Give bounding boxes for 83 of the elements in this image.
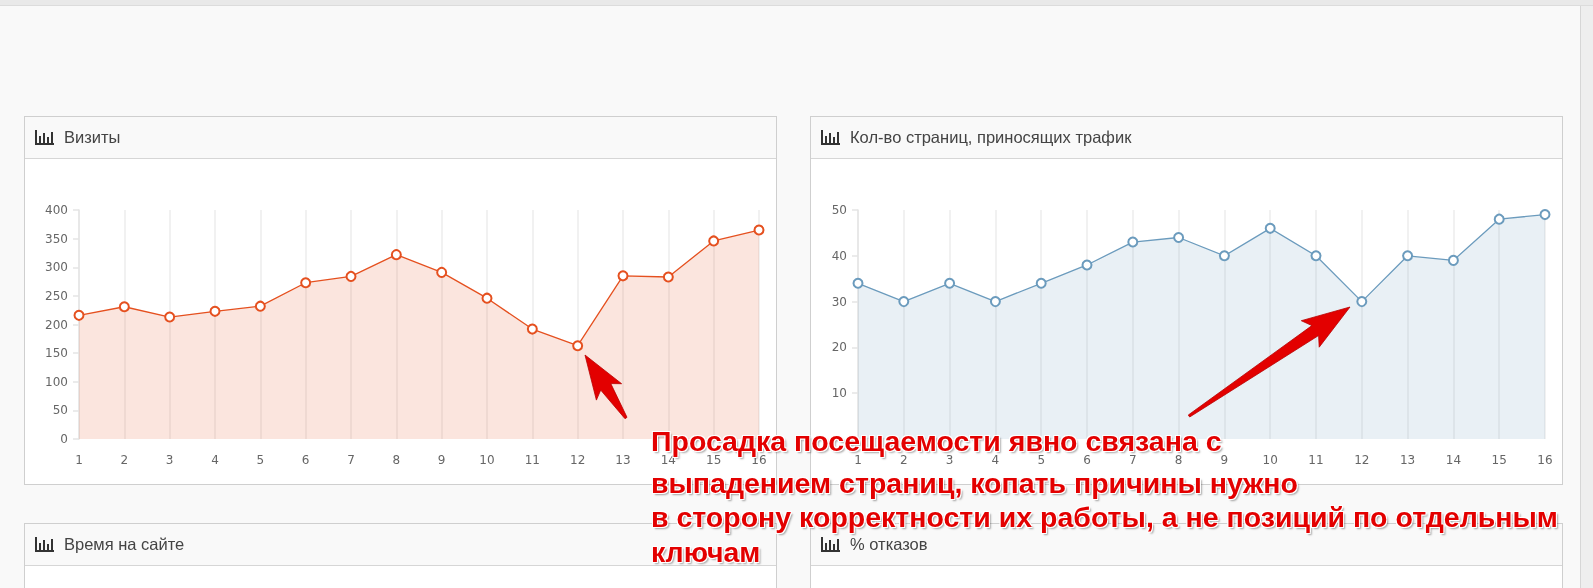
- point: [1539, 209, 1551, 221]
- x-tick-label: 5: [1037, 453, 1046, 467]
- point: [898, 296, 910, 308]
- x-tick-label: 3: [165, 453, 174, 467]
- y-tick-label: 50: [831, 203, 847, 217]
- x-tick-label: 9: [1220, 453, 1229, 467]
- point: [852, 277, 864, 289]
- point: [662, 271, 674, 283]
- text: в сторону корректности их работы, а не позиций по отдельным: [651, 501, 1558, 533]
- x-tick-label: 11: [524, 453, 540, 467]
- point: [1447, 254, 1459, 266]
- y-tick-label: 150: [45, 346, 68, 361]
- point: [345, 270, 357, 282]
- x-tick-label: 9: [437, 453, 446, 467]
- chart-title: Кол-во страниц, приносящих трафик: [850, 128, 1132, 147]
- point: [1264, 222, 1276, 234]
- point: [753, 224, 765, 236]
- x-tick-label: 7: [347, 453, 355, 467]
- point: [300, 277, 312, 289]
- x-tick-label: 11: [1308, 453, 1324, 467]
- y-tick-label: 0: [60, 432, 68, 446]
- x-tick-label: 6: [1083, 453, 1091, 467]
- point: [390, 249, 402, 261]
- point: [1173, 231, 1185, 243]
- y-tick-label: 200: [45, 317, 68, 332]
- y-tick-label: 40: [831, 248, 847, 263]
- x-tick-label: 12: [1354, 453, 1370, 467]
- y-tick-label: 100: [45, 374, 68, 389]
- point: [944, 277, 956, 289]
- y-tick-label: 250: [45, 288, 68, 303]
- x-tick-label: 6: [301, 453, 310, 467]
- text: ключам: [651, 536, 761, 568]
- point: [118, 301, 130, 313]
- text: % отказов: [850, 535, 928, 554]
- point: [1081, 259, 1093, 271]
- y-tick-label: 350: [45, 231, 68, 246]
- x-tick-label: 2: [899, 453, 908, 467]
- x-tick-label: 5: [256, 453, 265, 467]
- chart-title: Визиты: [64, 128, 121, 147]
- y-tick-label: 300: [45, 260, 68, 275]
- y-tick-label: 20: [831, 340, 847, 355]
- x-tick-label: 13: [615, 453, 631, 467]
- point: [1127, 236, 1139, 248]
- x-tick-label: 2: [120, 453, 129, 467]
- point: [481, 292, 493, 304]
- point: [1310, 250, 1322, 262]
- point: [436, 266, 448, 278]
- y-tick-label: 10: [831, 386, 847, 401]
- point: [617, 270, 629, 282]
- x-tick-label: 15: [706, 453, 722, 467]
- y-tick-label: 50: [52, 403, 68, 418]
- x-tick-label: 16: [1537, 453, 1553, 467]
- point: [708, 235, 720, 247]
- text: Время на сайте: [64, 535, 185, 554]
- point: [526, 323, 538, 335]
- point: [989, 296, 1001, 308]
- x-tick-label: 7: [1128, 453, 1137, 467]
- x-tick-label: 13: [1399, 453, 1416, 467]
- point: [209, 305, 221, 317]
- x-tick-label: 8: [392, 453, 401, 467]
- point: [73, 309, 85, 321]
- x-tick-label: 8: [1174, 453, 1183, 467]
- x-tick-label: 10: [1262, 453, 1278, 467]
- x-tick-label: 1: [75, 453, 83, 467]
- x-tick-label: 3: [945, 453, 954, 467]
- point: [572, 340, 584, 352]
- point: [164, 311, 176, 323]
- text: выпадением страниц, копать причины нужно: [651, 467, 1298, 499]
- point: [1493, 213, 1505, 225]
- y-tick-label: 400: [45, 203, 68, 217]
- x-tick-label: 1: [854, 453, 862, 467]
- x-tick-label: 15: [1491, 453, 1507, 467]
- x-tick-label: 10: [479, 453, 495, 467]
- x-tick-label: 12: [570, 453, 586, 467]
- y-tick-label: 30: [831, 294, 847, 309]
- point: [1035, 277, 1047, 289]
- point: [1402, 250, 1414, 262]
- point: [1356, 296, 1368, 308]
- x-tick-label: 4: [211, 453, 219, 467]
- point: [1218, 250, 1230, 262]
- x-tick-label: 14: [1445, 453, 1462, 467]
- point: [254, 300, 266, 312]
- x-tick-label: 4: [991, 453, 1000, 467]
